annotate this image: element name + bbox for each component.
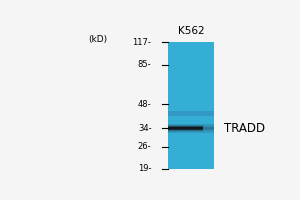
Text: 117-: 117-: [133, 38, 152, 47]
Text: 19-: 19-: [138, 164, 152, 173]
Text: (kD): (kD): [88, 35, 107, 44]
Text: 26-: 26-: [138, 142, 152, 151]
Text: K562: K562: [178, 26, 204, 36]
Text: TRADD: TRADD: [224, 122, 265, 135]
Text: 48-: 48-: [138, 100, 152, 109]
FancyBboxPatch shape: [168, 42, 214, 169]
Text: 34-: 34-: [138, 124, 152, 133]
Text: 85-: 85-: [138, 60, 152, 69]
